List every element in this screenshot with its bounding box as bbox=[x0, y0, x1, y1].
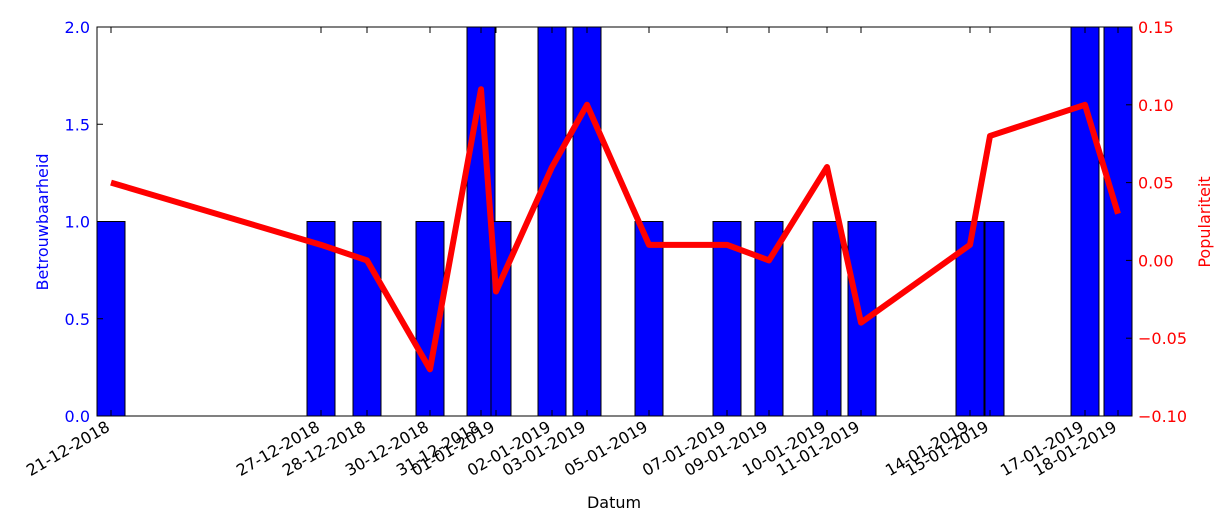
bar bbox=[712, 221, 742, 417]
left-y-tick-label: 1.0 bbox=[65, 213, 90, 232]
bar bbox=[537, 26, 567, 417]
bar bbox=[352, 221, 382, 417]
left-y-tick-label: 2.0 bbox=[65, 18, 90, 37]
bar bbox=[1103, 26, 1133, 417]
left-y-axis: 0.0 0.5 1.0 1.5 2.0 bbox=[65, 18, 103, 426]
bar bbox=[634, 221, 664, 417]
right-y-tick-label: 0.10 bbox=[1138, 96, 1174, 115]
left-y-tick-label: 1.5 bbox=[65, 115, 90, 134]
bar bbox=[984, 221, 1005, 417]
right-y-tick-label: 0.15 bbox=[1138, 18, 1174, 37]
x-axis-label: Datum bbox=[587, 493, 641, 512]
bar bbox=[1070, 26, 1100, 417]
popularity-line bbox=[110, 86, 1121, 373]
bar bbox=[812, 221, 842, 417]
right-y-axis: −0.10 −0.05 0.00 0.05 0.10 0.15 bbox=[1126, 18, 1187, 426]
right-y-tick-label: 0.05 bbox=[1138, 174, 1174, 193]
x-tick-label: 21-12-2018 bbox=[23, 417, 113, 480]
bar bbox=[306, 221, 336, 417]
line-series bbox=[110, 86, 1121, 373]
right-y-tick-label: 0.00 bbox=[1138, 251, 1174, 270]
bar bbox=[754, 221, 784, 417]
left-y-tick-label: 0.5 bbox=[65, 310, 90, 329]
bar bbox=[572, 26, 602, 417]
bar bbox=[955, 221, 985, 417]
right-y-tick-label: −0.10 bbox=[1138, 407, 1187, 426]
right-y-axis-label: Populariteit bbox=[1195, 176, 1214, 267]
left-y-axis-label: Betrouwbaarheid bbox=[33, 154, 52, 291]
right-y-tick-label: −0.05 bbox=[1138, 329, 1187, 348]
left-y-tick-label: 0.0 bbox=[65, 407, 90, 426]
bar-series bbox=[96, 26, 1133, 417]
